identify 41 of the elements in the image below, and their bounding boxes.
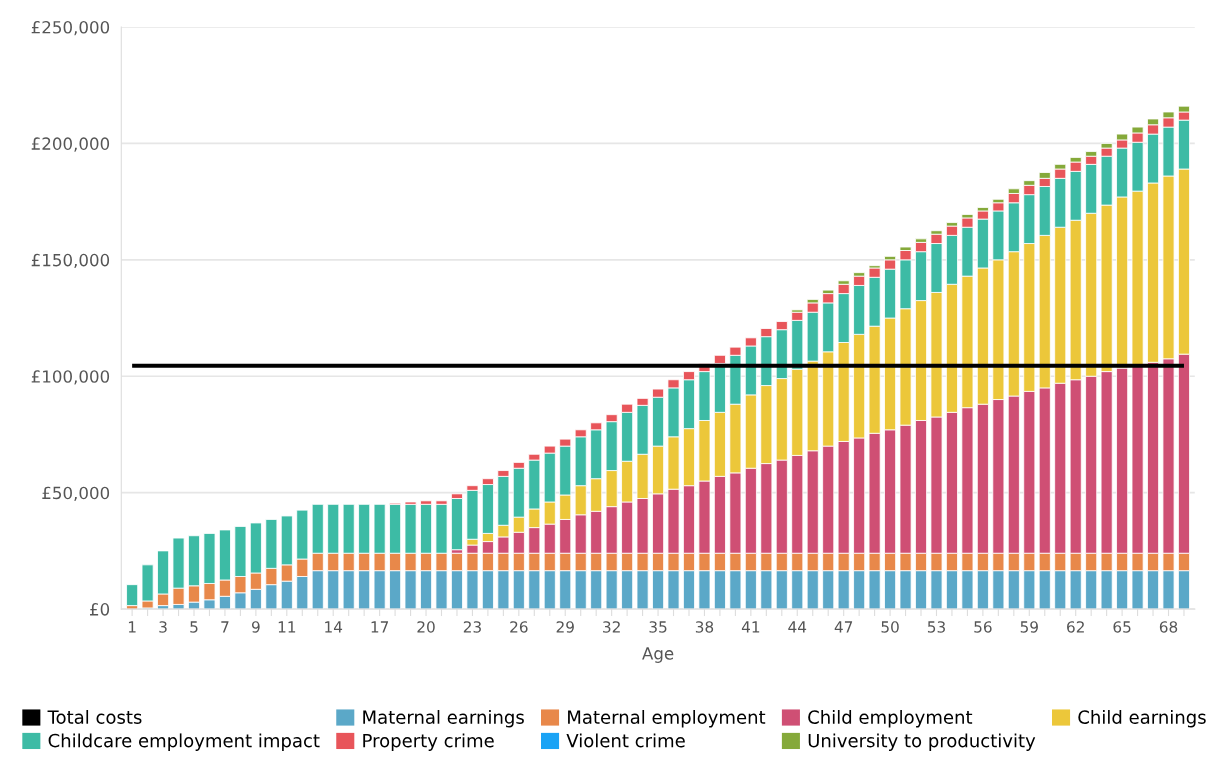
x-tick-label: 29 <box>556 621 574 633</box>
x-tick-label: 26 <box>510 621 528 633</box>
y-tick-label: £50,000 <box>42 486 110 501</box>
x-axis-title: Age <box>642 647 674 663</box>
legend-label: Maternal employment <box>568 709 766 728</box>
x-tick-label: 59 <box>1020 621 1038 633</box>
y-tick-label: £250,000 <box>31 20 110 36</box>
legend-label: Total costs <box>47 709 142 724</box>
legend-label: Child employment <box>808 709 973 728</box>
x-tick-label: 65 <box>1113 621 1131 633</box>
x-tick-label: 9 <box>251 621 260 633</box>
x-tick-label: 14 <box>325 621 343 633</box>
x-tick-label: 56 <box>974 621 992 633</box>
legend-label: Child earnings <box>1078 709 1206 728</box>
x-tick-label: 53 <box>927 621 945 633</box>
y-tick-label: £100,000 <box>31 370 110 385</box>
x-tick-label: 41 <box>741 621 760 633</box>
x-tick-label: 23 <box>463 621 481 633</box>
legend-label: University to productivity <box>808 733 1036 751</box>
x-tick-label: 5 <box>190 621 198 633</box>
x-tick-label: 35 <box>649 621 667 633</box>
x-tick-label: 1 <box>128 621 136 633</box>
x-tick-label: 11 <box>278 621 296 633</box>
x-tick-label: 47 <box>834 621 853 633</box>
legend-label: Maternal earnings <box>363 709 524 728</box>
x-tick-label: 38 <box>695 621 714 633</box>
x-tick-label: 3 <box>159 621 167 633</box>
y-tick-label: £200,000 <box>31 137 110 152</box>
y-tick-label: £150,000 <box>31 253 110 269</box>
x-tick-label: 32 <box>603 621 620 633</box>
legend-label: Childcare employment impact <box>48 733 320 751</box>
x-tick-label: 62 <box>1067 621 1084 633</box>
x-tick-label: 17 <box>371 621 389 633</box>
x-tick-label: 50 <box>881 621 899 633</box>
legend-label: Property crime <box>363 733 494 751</box>
x-tick-label: 7 <box>221 621 229 633</box>
x-tick-label: 44 <box>788 621 807 633</box>
legend-label: Violent crime <box>566 733 685 748</box>
y-tick-label: £0 <box>90 603 110 616</box>
x-tick-label: 20 <box>417 621 435 633</box>
x-tick-label: 68 <box>1159 621 1178 633</box>
